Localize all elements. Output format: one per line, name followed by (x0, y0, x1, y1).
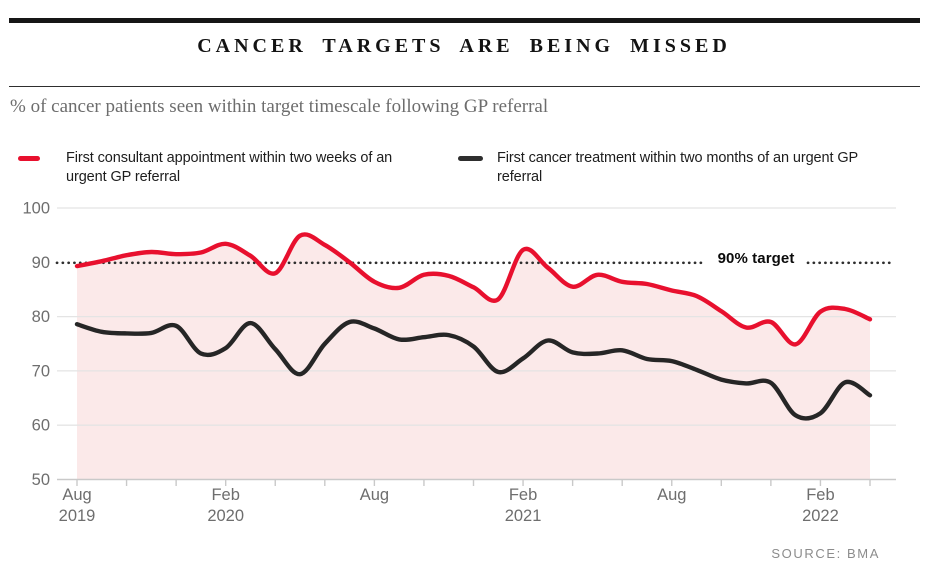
legend-label-two-week-wait: First consultant appointment within two … (66, 149, 392, 187)
y-axis-label: 90 (32, 254, 50, 272)
x-axis-label: Feb (806, 486, 834, 504)
black-line-swatch-icon (458, 156, 483, 161)
x-axis-label: Feb (211, 486, 239, 504)
x-axis-label: Feb (509, 486, 537, 504)
red-line-swatch-icon (18, 156, 40, 161)
y-axis-label: 70 (32, 362, 50, 380)
target-annotation: 90% target (717, 250, 795, 267)
page-title: CANCER TARGETS ARE BEING MISSED (197, 35, 731, 57)
divider-rule (9, 86, 920, 87)
legend-label-line: First cancer treatment within two months… (497, 150, 859, 166)
y-axis-label: 80 (32, 308, 50, 326)
x-axis-year-label: 2020 (207, 507, 244, 525)
x-axis-year-label: 2019 (59, 507, 96, 525)
two-month-treatment-line (74, 319, 873, 421)
y-axis-label: 60 (32, 417, 50, 435)
chart-subtitle: % of cancer patients seen within target … (10, 96, 549, 117)
y-axis-label: 50 (32, 471, 50, 489)
x-axis-label: Aug (657, 486, 686, 504)
x-axis-label: Aug (360, 486, 389, 504)
legend-label-line: urgent GP referral (66, 169, 180, 185)
legend-label-line: referral (497, 169, 543, 185)
y-axis-label: 100 (22, 200, 50, 218)
source-attribution: SOURCE: BMA (771, 546, 880, 561)
legend-label-line: First consultant appointment within two … (66, 150, 393, 166)
two-week-wait-line (74, 232, 873, 347)
target-shortfall-area (77, 234, 870, 480)
legend-label-two-month-treatment: First cancer treatment within two months… (497, 149, 858, 187)
x-axis-year-label: 2022 (802, 507, 839, 525)
top-rule (9, 18, 920, 23)
x-axis-year-label: 2021 (505, 507, 542, 525)
legend-item-two-month-treatment: First cancer treatment within two months… (458, 149, 898, 187)
legend-item-two-week-wait: First consultant appointment within two … (18, 149, 438, 187)
x-axis-label: Aug (62, 486, 91, 504)
